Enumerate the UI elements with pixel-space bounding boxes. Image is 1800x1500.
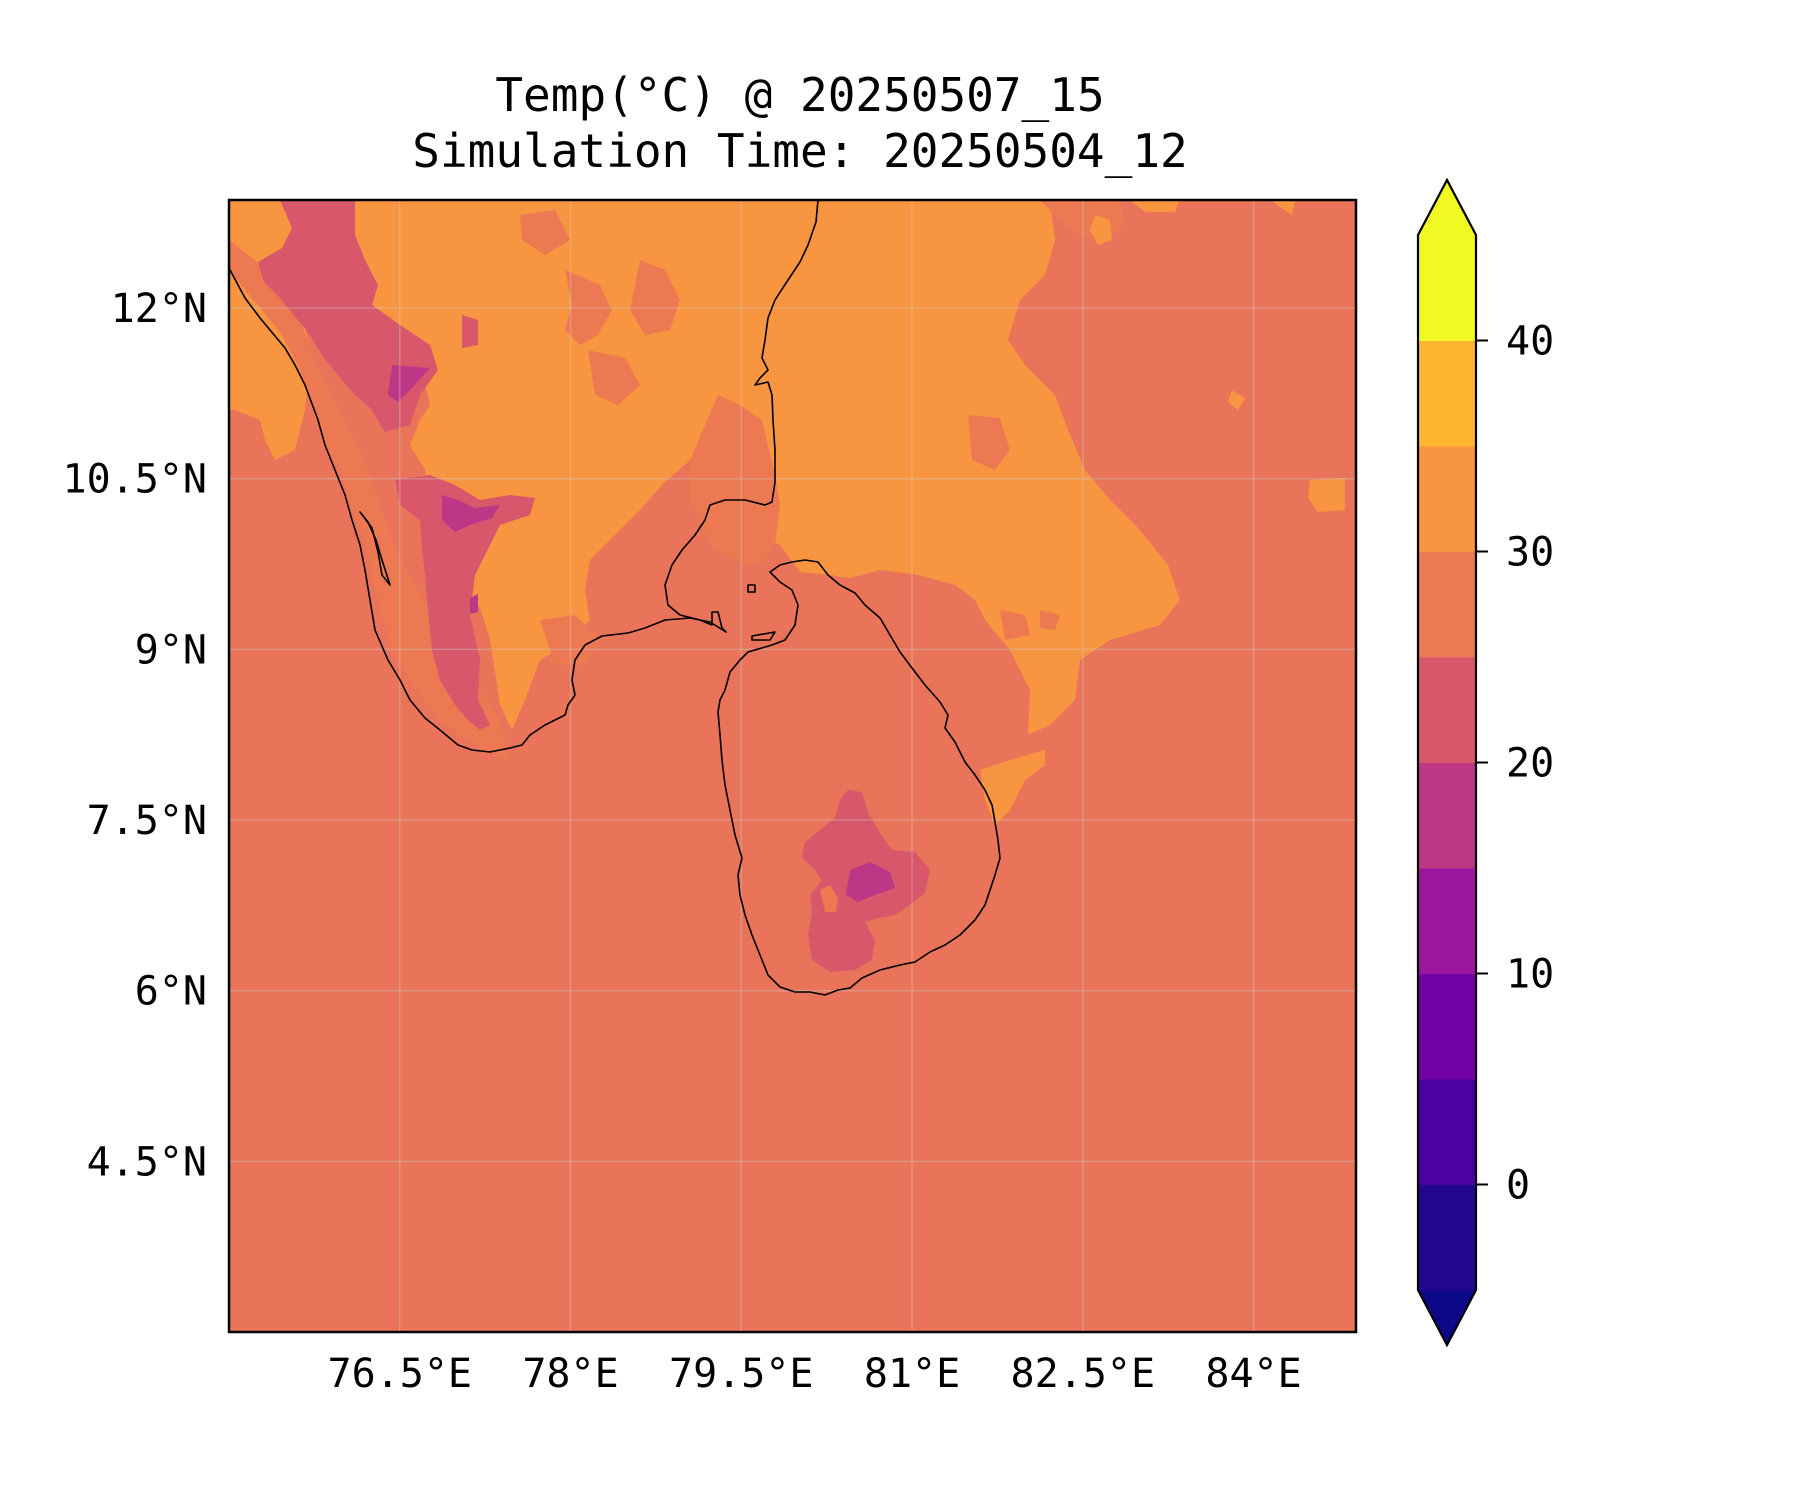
colorbar-segment	[1418, 1184, 1476, 1291]
contour-15-20-pocket-1	[388, 365, 430, 402]
colorbar-tick-label: 30	[1506, 530, 1554, 576]
contour-30-35-east-2	[1228, 390, 1245, 410]
contour-30-35-east-3	[1130, 200, 1180, 212]
colorbar: 0 10 20 30 40	[1416, 177, 1554, 1348]
contour-25-30-palk	[690, 395, 780, 565]
coastlines	[229, 200, 1001, 996]
coastline-sri-lanka	[717, 559, 1001, 996]
colorbar-segment	[1418, 340, 1476, 447]
contour-15-20-pocket-sl	[846, 862, 895, 902]
colorbar-segment	[1418, 973, 1476, 1080]
contour-20-25-ghats-south	[395, 475, 535, 730]
lat-tick-label: 7.5°N	[87, 798, 207, 844]
colorbar-tick-label: 0	[1506, 1163, 1530, 1209]
map-title-line-2: Simulation Time: 20250504_12	[412, 124, 1188, 178]
contour-25-30-bay-1	[968, 415, 1010, 470]
lat-tick-label: 9°N	[135, 627, 207, 673]
contour-25-30-sri-lanka-hole	[820, 885, 838, 912]
contour-30-35-sw-islands	[1308, 478, 1345, 512]
contour-25-30-south-tn	[540, 615, 600, 665]
lat-tick-label: 6°N	[135, 969, 207, 1015]
colorbar-segment	[1418, 868, 1476, 974]
temperature-contours	[229, 200, 1356, 1332]
lon-tick-label: 79.5°E	[669, 1351, 814, 1397]
coastline-jaffna-island	[747, 584, 756, 593]
contour-25-30-bay-2	[1000, 610, 1030, 640]
contour-30-35-east-4	[1270, 200, 1295, 215]
contour-30-35-sri-lanka-ne	[860, 520, 882, 555]
contour-25-30-tn-interior-2	[630, 260, 680, 335]
colorbar-under-triangle	[1418, 1290, 1476, 1345]
contour-30-35-east-1	[1090, 215, 1112, 245]
contour-25-30-tn-interior-1	[565, 270, 612, 345]
colorbar-segment	[1418, 551, 1476, 658]
lon-tick-label: 78°E	[522, 1351, 618, 1397]
colorbar-over-triangle	[1418, 180, 1476, 235]
coastline-mannar-island	[751, 631, 776, 641]
contour-25-30-bay-3	[1040, 610, 1060, 630]
lon-tick-label: 81°E	[864, 1351, 960, 1397]
lat-tick-label: 10.5°N	[63, 457, 208, 503]
contour-25-30-tn-interior-3	[588, 350, 640, 405]
contour-20-25-small-1	[462, 315, 478, 348]
colorbar-segment	[1418, 657, 1476, 763]
contour-15-20-pocket-2	[442, 495, 500, 532]
colorbar-segment	[1418, 1079, 1476, 1185]
colorbar-tick-label: 20	[1506, 741, 1554, 787]
colorbar-tick-label: 40	[1506, 319, 1554, 365]
contour-15-20-pocket-3	[470, 594, 478, 614]
colorbar-outline	[1416, 177, 1478, 1348]
colorbar-tick-label: 10	[1506, 952, 1554, 998]
lon-tick-label: 76.5°E	[328, 1351, 473, 1397]
lon-tick-label: 84°E	[1205, 1351, 1301, 1397]
coastline-india	[229, 200, 819, 753]
colorbar-segment	[1418, 446, 1476, 552]
contour-30-35-sri-lanka-east	[980, 750, 1045, 825]
colorbar-segment	[1418, 235, 1476, 341]
map-gridlines	[229, 200, 1356, 1332]
colorbar-segment	[1418, 762, 1476, 869]
lat-tick-label: 12°N	[111, 286, 207, 332]
map-frame	[227, 198, 1358, 1334]
coastline-kerala-lagoon	[359, 511, 391, 586]
longitude-axis: 76.5°E 78°E 79.5°E 81°E 82.5°E 84°E	[328, 1351, 1302, 1397]
contour-25-30-tn-interior-4	[520, 210, 570, 255]
latitude-axis: 12°N 10.5°N 9°N 7.5°N 6°N 4.5°N	[63, 286, 208, 1185]
lat-tick-label: 4.5°N	[87, 1139, 207, 1185]
map-title-line-1: Temp(°C) @ 20250507_15	[495, 68, 1105, 122]
lon-tick-label: 82.5°E	[1011, 1351, 1156, 1397]
